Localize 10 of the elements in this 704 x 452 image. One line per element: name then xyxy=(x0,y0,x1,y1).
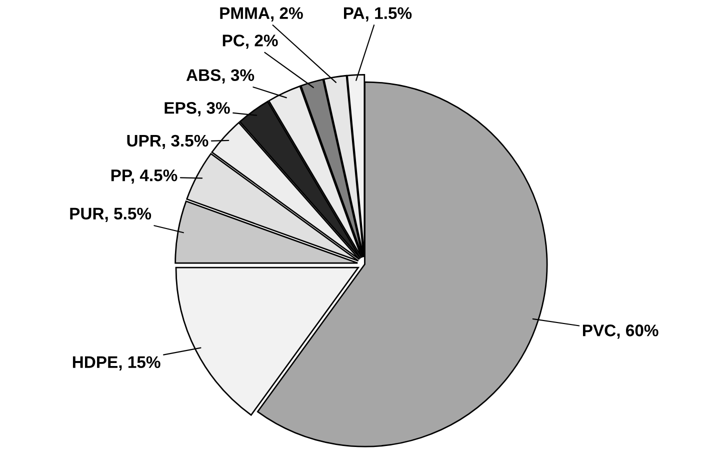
slice-label: PC, 2% xyxy=(222,34,278,49)
slice-label: PVC, 60% xyxy=(582,324,658,339)
slice-label: PUR, 5.5% xyxy=(70,208,152,222)
slice-label: UPR, 3.5% xyxy=(127,134,208,150)
slice-label: PP, 4.5% xyxy=(111,170,178,184)
slice-label: HDPE, 15% xyxy=(72,356,160,370)
slice-label: ABS, 3% xyxy=(186,69,254,84)
slice-label: EPS, 3% xyxy=(164,102,230,116)
slice-label: PMMA, 2% xyxy=(220,7,303,22)
slice-label: PA, 1.5% xyxy=(344,7,412,22)
